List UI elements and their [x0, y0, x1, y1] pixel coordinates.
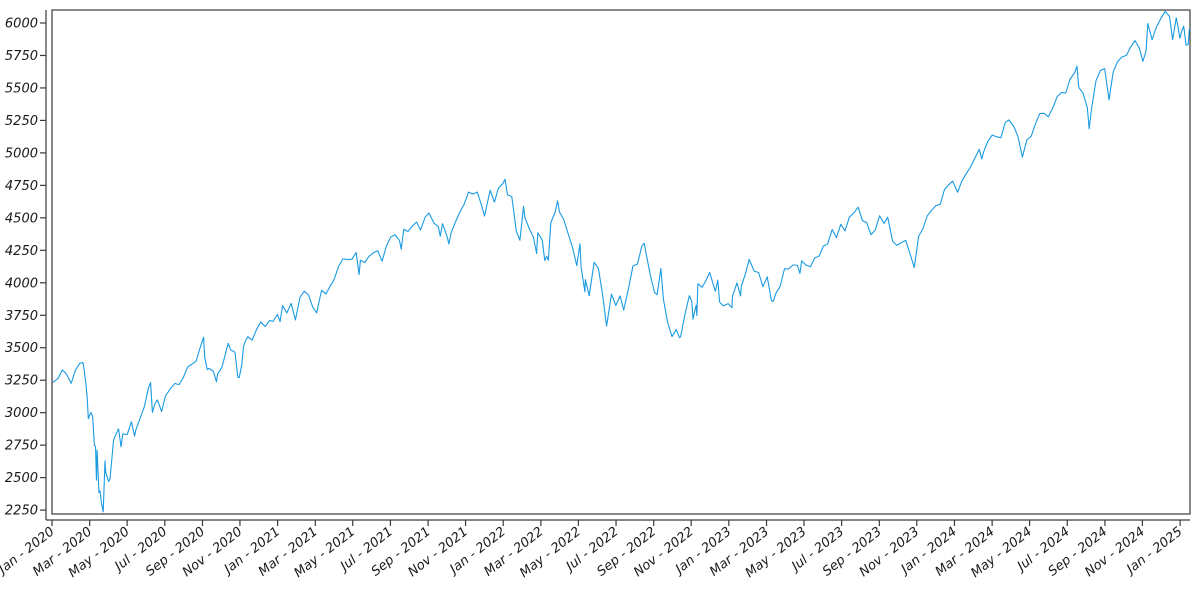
plot-frame: [51, 9, 1191, 515]
y-tick-label: 2250: [5, 504, 38, 519]
y-tick-label: 3750: [5, 309, 38, 324]
y-tick-label: 5500: [5, 81, 38, 96]
y-tick-label: 3000: [5, 406, 38, 421]
y-tick-label: 6000: [5, 16, 38, 31]
y-tick-label: 5250: [5, 114, 38, 129]
y-axis-ticks: 2250 2500 2750 3000 3250 3500 3750 4000 4250 4500…: [5, 16, 46, 519]
y-tick-label: 3250: [5, 374, 38, 389]
y-tick-label: 3500: [5, 341, 38, 356]
y-tick-label: 4250: [5, 244, 38, 259]
y-tick-label: 4500: [5, 211, 38, 226]
y-tick-label: 5750: [5, 49, 38, 64]
y-tick-label: 5000: [5, 146, 38, 161]
price-line: [52, 10, 1190, 513]
y-tick-label: 4000: [5, 276, 38, 291]
y-tick-label: 4750: [5, 179, 38, 194]
y-tick-label: 2750: [5, 439, 38, 454]
y-tick-label: 2500: [5, 471, 38, 486]
